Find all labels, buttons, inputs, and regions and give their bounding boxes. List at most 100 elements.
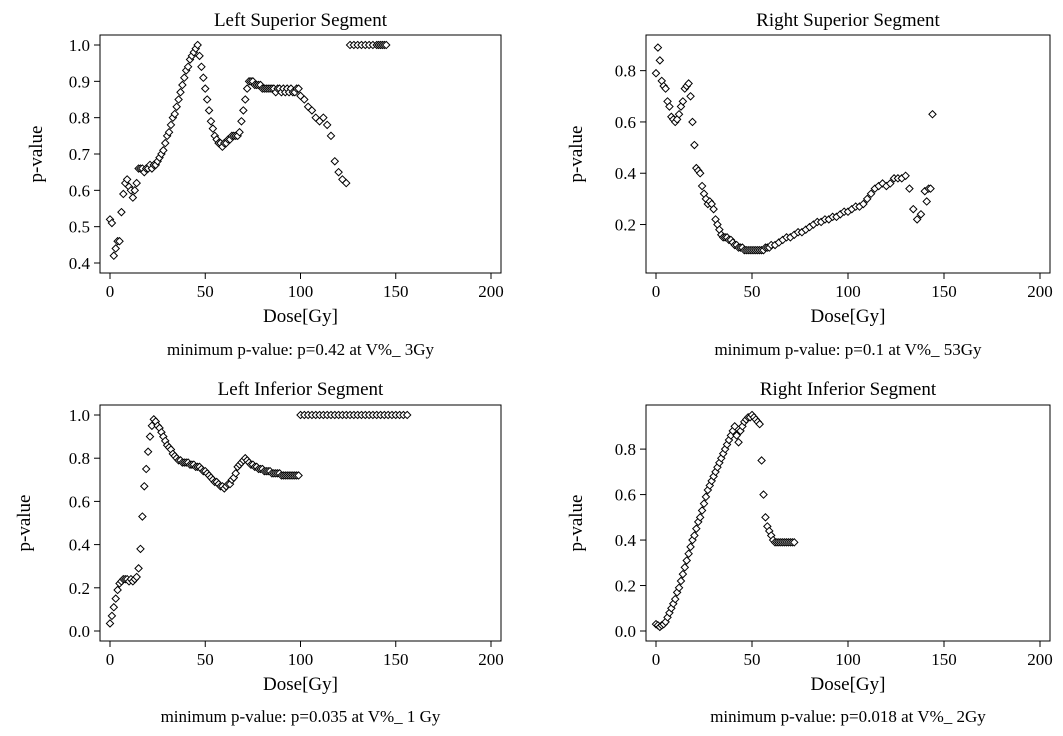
plot-frame bbox=[99, 404, 502, 642]
data-point bbox=[690, 531, 699, 540]
data-point bbox=[922, 197, 932, 206]
data-point bbox=[730, 422, 740, 431]
data-points bbox=[651, 410, 799, 632]
data-point bbox=[695, 168, 705, 178]
plot-frame bbox=[645, 404, 1051, 642]
y-tick-label: 0.4 bbox=[69, 254, 91, 273]
data-point bbox=[701, 492, 711, 502]
x-tick-label: 50 bbox=[744, 282, 761, 301]
data-point bbox=[676, 576, 686, 586]
data-point bbox=[199, 73, 208, 83]
data-point bbox=[134, 564, 143, 573]
data-point bbox=[697, 181, 707, 191]
data-point bbox=[145, 432, 155, 441]
chart-panel-3: Left Inferior Segment 0 50 100 150 200 0.0 0.2 0… bbox=[14, 379, 504, 726]
data-point bbox=[242, 84, 252, 93]
data-point bbox=[686, 542, 695, 552]
data-point bbox=[655, 56, 665, 65]
x-tick-label: 200 bbox=[1027, 282, 1053, 301]
data-point bbox=[172, 102, 181, 112]
data-point bbox=[136, 544, 145, 554]
data-point bbox=[115, 236, 124, 246]
data-point bbox=[665, 102, 674, 111]
data-point bbox=[684, 549, 693, 559]
data-points bbox=[105, 40, 391, 261]
data-point bbox=[109, 251, 119, 261]
x-tick-label: 150 bbox=[931, 650, 957, 669]
x-tick-label: 100 bbox=[835, 282, 861, 301]
data-point bbox=[117, 207, 126, 217]
data-point bbox=[147, 421, 157, 431]
data-point bbox=[651, 68, 661, 78]
data-point bbox=[109, 602, 119, 612]
data-point bbox=[709, 204, 718, 214]
y-tick-label: 0.0 bbox=[69, 622, 90, 641]
data-point bbox=[734, 437, 743, 447]
data-point bbox=[200, 84, 210, 93]
data-point bbox=[699, 499, 709, 508]
chart-panel-1: Left Superior Segment 0 50 100 150 200 0.4 0.5 0… bbox=[26, 10, 504, 359]
data-point bbox=[132, 178, 141, 188]
data-point bbox=[176, 87, 185, 97]
data-point bbox=[759, 490, 768, 499]
data-point bbox=[755, 419, 764, 429]
y-tick-label: 0.8 bbox=[69, 449, 90, 468]
data-point bbox=[789, 538, 799, 547]
data-point bbox=[661, 84, 670, 93]
data-point bbox=[105, 619, 115, 628]
y-tick-label: 0.7 bbox=[69, 145, 91, 164]
data-point bbox=[178, 80, 187, 90]
data-point bbox=[183, 62, 193, 72]
y-tick-label: 0.8 bbox=[69, 109, 90, 128]
data-point bbox=[231, 469, 241, 478]
data-point bbox=[916, 209, 926, 219]
data-point bbox=[684, 79, 693, 88]
data-point bbox=[670, 594, 680, 604]
x-axis-label: Dose[Gy] bbox=[263, 306, 338, 327]
y-tick-label: 0.4 bbox=[615, 164, 637, 183]
data-point bbox=[119, 189, 128, 199]
y-tick-label: 0.4 bbox=[69, 536, 91, 555]
x-tick-label: 0 bbox=[652, 650, 661, 669]
x-tick-label: 150 bbox=[383, 650, 409, 669]
data-point bbox=[128, 193, 138, 202]
chart-panel-2: Right Superior Segment 0 50 100 150 200 0.2 0.4… bbox=[566, 10, 1053, 359]
data-point bbox=[300, 95, 309, 104]
y-tick-label: 0.9 bbox=[69, 72, 90, 91]
data-point bbox=[757, 456, 766, 465]
data-point bbox=[901, 171, 910, 181]
data-point bbox=[138, 512, 147, 521]
data-point bbox=[862, 194, 872, 204]
data-point bbox=[179, 73, 189, 83]
data-point bbox=[326, 131, 336, 141]
data-point bbox=[653, 43, 663, 52]
chart-caption: minimum p-value: p=0.1 at V%_ 53Gy bbox=[714, 340, 982, 359]
chart-panel-4: Right Inferior Segment 0 50 100 150 200 0.0 0.2… bbox=[566, 379, 1053, 726]
data-point bbox=[122, 175, 132, 184]
data-point bbox=[697, 506, 707, 515]
data-point bbox=[330, 156, 340, 166]
data-point bbox=[107, 218, 117, 228]
y-tick-label: 0.6 bbox=[615, 113, 636, 132]
data-point bbox=[680, 563, 690, 572]
data-point bbox=[208, 124, 218, 133]
y-tick-label: 0.2 bbox=[615, 216, 636, 235]
data-point bbox=[319, 113, 328, 122]
data-point bbox=[322, 120, 332, 130]
data-point bbox=[237, 116, 246, 126]
data-point bbox=[732, 431, 741, 440]
chart-title: Left Inferior Segment bbox=[218, 379, 384, 400]
y-tick-label: 0.8 bbox=[615, 62, 636, 81]
x-tick-label: 150 bbox=[931, 282, 957, 301]
y-tick-label: 0.6 bbox=[615, 486, 636, 505]
data-point bbox=[905, 184, 914, 193]
y-axis-label: p-value bbox=[26, 126, 47, 183]
x-tick-label: 0 bbox=[652, 282, 661, 301]
plot-frame bbox=[645, 34, 1051, 274]
data-point bbox=[307, 106, 317, 115]
data-point bbox=[143, 447, 153, 457]
data-point bbox=[674, 109, 684, 119]
chart-caption: minimum p-value: p=0.42 at V%_ 3Gy bbox=[167, 340, 435, 359]
y-tick-label: 1.0 bbox=[69, 406, 90, 425]
